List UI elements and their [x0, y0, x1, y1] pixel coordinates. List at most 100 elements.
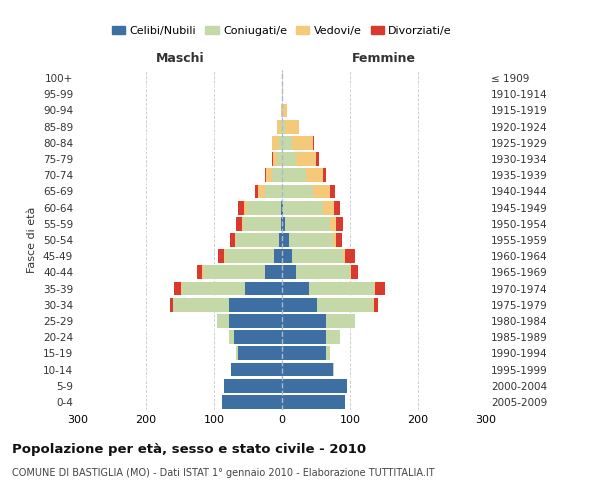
Bar [282, 362, 334, 376]
Bar [282, 379, 347, 392]
Bar [236, 233, 282, 247]
Bar [282, 362, 333, 376]
Bar [224, 250, 282, 263]
Bar [282, 136, 313, 149]
Bar [236, 346, 282, 360]
Bar [222, 395, 282, 409]
Bar [236, 346, 282, 360]
Bar [224, 379, 282, 392]
Bar [282, 168, 306, 182]
Bar [282, 266, 358, 280]
Bar [282, 120, 286, 134]
Bar [282, 314, 355, 328]
Bar [282, 200, 323, 214]
Bar [282, 217, 329, 230]
Bar [229, 330, 282, 344]
Bar [282, 217, 343, 230]
Bar [282, 200, 340, 214]
Bar [282, 266, 352, 280]
Bar [282, 88, 283, 101]
Bar [281, 217, 282, 230]
Bar [173, 298, 282, 312]
Bar [282, 233, 289, 247]
Bar [281, 104, 282, 118]
Bar [174, 282, 282, 296]
Bar [242, 217, 282, 230]
Text: Femmine: Femmine [352, 52, 416, 65]
Bar [282, 282, 309, 296]
Bar [217, 314, 282, 328]
Bar [282, 298, 374, 312]
Bar [282, 250, 343, 263]
Bar [278, 233, 282, 247]
Bar [282, 379, 347, 392]
Bar [282, 346, 326, 360]
Bar [282, 152, 296, 166]
Bar [282, 330, 340, 344]
Bar [282, 395, 344, 409]
Bar [277, 120, 282, 134]
Bar [282, 152, 319, 166]
Bar [282, 330, 340, 344]
Bar [282, 217, 286, 230]
Bar [282, 250, 355, 263]
Bar [258, 184, 282, 198]
Bar [277, 152, 282, 166]
Bar [282, 346, 329, 360]
Bar [224, 379, 282, 392]
Y-axis label: Fasce di età: Fasce di età [28, 207, 37, 273]
Bar [282, 282, 374, 296]
Bar [272, 136, 282, 149]
Bar [282, 104, 283, 118]
Bar [222, 395, 282, 409]
Bar [245, 282, 282, 296]
Bar [282, 217, 337, 230]
Bar [231, 362, 282, 376]
Bar [282, 314, 326, 328]
Bar [282, 314, 355, 328]
Bar [282, 104, 287, 118]
Bar [282, 362, 334, 376]
Bar [282, 184, 329, 198]
Bar [282, 330, 326, 344]
Bar [229, 330, 282, 344]
Bar [272, 136, 282, 149]
Bar [170, 298, 282, 312]
Bar [282, 250, 344, 263]
Text: Popolazione per età, sesso e stato civile - 2010: Popolazione per età, sesso e stato civil… [12, 442, 366, 456]
Bar [202, 266, 282, 280]
Bar [282, 120, 299, 134]
Bar [282, 250, 292, 263]
Bar [218, 250, 282, 263]
Bar [281, 104, 282, 118]
Bar [181, 282, 282, 296]
Bar [238, 346, 282, 360]
Bar [277, 120, 282, 134]
Bar [278, 136, 282, 149]
Text: COMUNE DI BASTIGLIA (MO) - Dati ISTAT 1° gennaio 2010 - Elaborazione TUTTITALIA.: COMUNE DI BASTIGLIA (MO) - Dati ISTAT 1°… [12, 468, 434, 477]
Bar [282, 104, 287, 118]
Bar [182, 282, 282, 296]
Bar [282, 266, 296, 280]
Bar [236, 217, 282, 230]
Bar [282, 282, 385, 296]
Bar [282, 200, 334, 214]
Bar [282, 120, 299, 134]
Bar [282, 233, 337, 247]
Bar [282, 298, 317, 312]
Bar [217, 314, 282, 328]
Bar [282, 314, 355, 328]
Bar [282, 395, 344, 409]
Bar [282, 330, 340, 344]
Bar [282, 362, 334, 376]
Bar [282, 379, 347, 392]
Bar [273, 152, 282, 166]
Bar [217, 314, 282, 328]
Bar [282, 152, 316, 166]
Bar [255, 184, 282, 198]
Bar [222, 395, 282, 409]
Bar [231, 362, 282, 376]
Bar [282, 395, 344, 409]
Bar [272, 168, 282, 182]
Bar [282, 184, 335, 198]
